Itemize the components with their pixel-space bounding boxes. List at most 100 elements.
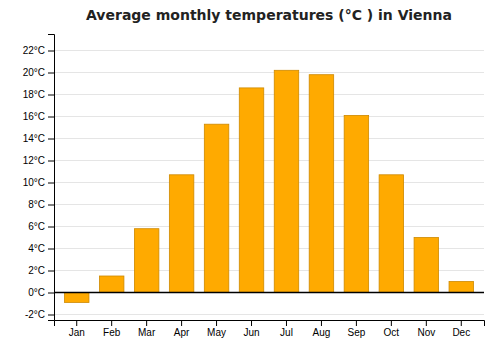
- x-tick: Nov: [417, 320, 435, 338]
- y-tick-label: 12°C: [23, 155, 45, 166]
- x-tick: Feb: [103, 320, 121, 338]
- bar: [99, 276, 123, 293]
- baseline: [54, 292, 484, 294]
- x-tick-mark: [76, 320, 77, 326]
- grid-line: [54, 50, 484, 51]
- x-tick-label: Jun: [243, 327, 259, 338]
- y-tick-mark: [48, 117, 54, 118]
- x-tick-label: Oct: [384, 327, 400, 338]
- grid-line: [54, 292, 484, 293]
- x-axis: Jan Feb Mar Apr May Jun Jul Aug Sep Oct Nov Dec: [55, 320, 485, 338]
- y-tick: 14°C: [23, 133, 54, 144]
- y-tick-label: 2°C: [28, 265, 45, 276]
- x-tick-label: Jan: [69, 327, 85, 338]
- x-tick: Aug: [313, 320, 331, 338]
- grid-line: [54, 182, 484, 183]
- x-tick-mark: [146, 320, 147, 326]
- y-tick: 4°C: [28, 243, 54, 254]
- y-tick-mark: [48, 183, 54, 184]
- y-tick-mark: [48, 161, 54, 162]
- bar: [274, 70, 298, 292]
- x-tick-label: Aug: [313, 327, 331, 338]
- y-tick-mark: [48, 139, 54, 140]
- x-tick-mark: [251, 320, 252, 326]
- x-tick: Jul: [280, 320, 293, 338]
- bar: [169, 175, 193, 293]
- y-tick: 0°C: [28, 287, 54, 298]
- y-tick-mark: [48, 249, 54, 250]
- x-tick-mark: [181, 320, 182, 326]
- x-tick-mark: [426, 320, 427, 326]
- bar: [204, 124, 228, 292]
- y-tick-label: 10°C: [23, 177, 45, 188]
- y-tick-mark: [48, 293, 54, 294]
- grid-line: [54, 226, 484, 227]
- y-tick-label: 22°C: [23, 45, 45, 56]
- y-tick: 16°C: [23, 111, 54, 122]
- x-tick-label: May: [207, 327, 226, 338]
- bar: [239, 88, 263, 293]
- y-tick-mark: [48, 227, 54, 228]
- y-tick-label: 6°C: [28, 221, 45, 232]
- y-tick: 20°C: [23, 67, 54, 78]
- grid-line: [54, 116, 484, 117]
- title: Average monthly temperatures (°C ) in Vi…: [86, 7, 452, 23]
- grid-line: [54, 204, 484, 205]
- x-tick: Apr: [174, 320, 190, 338]
- x-tick-label: Sep: [347, 327, 365, 338]
- y-tick-mark: [48, 95, 54, 96]
- x-tick: Jan: [69, 320, 85, 338]
- x-tick: Jun: [243, 320, 259, 338]
- y-tick-mark: [48, 315, 54, 316]
- grid-line: [54, 160, 484, 161]
- y-tick-label: 14°C: [23, 133, 45, 144]
- y-tick-mark: [48, 73, 54, 74]
- x-tick: Oct: [384, 320, 400, 338]
- x-tick: Mar: [138, 320, 156, 338]
- y-tick-mark: [48, 51, 54, 52]
- y-tick: 8°C: [28, 199, 54, 210]
- x-tick: May: [207, 320, 226, 338]
- y-tick: -2°C: [25, 309, 54, 320]
- x-axis-line: [55, 321, 485, 327]
- bar: [309, 75, 333, 293]
- x-tick-label: Jul: [280, 327, 293, 338]
- bar: [134, 229, 158, 293]
- y-tick-mark: [48, 205, 54, 206]
- y-tick: 6°C: [28, 221, 54, 232]
- bar: [379, 175, 403, 293]
- y-tick-label: 20°C: [23, 67, 45, 78]
- y-tick-label: 16°C: [23, 111, 45, 122]
- x-tick-mark: [286, 320, 287, 326]
- bar: [344, 115, 368, 292]
- chart-container: -2°C 0°C 2°C 4°C 6°C 8°C 10°C 12°C 14°C 16°C 18°C 2…: [0, 0, 500, 350]
- bar: [64, 293, 88, 303]
- x-tick-label: Apr: [174, 327, 190, 338]
- x-tick-label: Feb: [103, 327, 121, 338]
- y-tick-label: 0°C: [28, 287, 45, 298]
- y-tick: 12°C: [23, 155, 54, 166]
- x-tick-label: Nov: [417, 327, 435, 338]
- y-tick-mark: [48, 271, 54, 272]
- x-tick-mark: [216, 320, 217, 326]
- x-tick: Dec: [452, 320, 470, 338]
- x-tick-label: Mar: [138, 327, 156, 338]
- x-tick-label: Dec: [452, 327, 470, 338]
- y-tick: 22°C: [23, 45, 54, 56]
- grid: [54, 51, 484, 315]
- x-tick-mark: [356, 320, 357, 326]
- x-tick-mark: [111, 320, 112, 326]
- y-axis: -2°C 0°C 2°C 4°C 6°C 8°C 10°C 12°C 14°C 16°C 18°C 2…: [23, 35, 55, 321]
- y-tick: 10°C: [23, 177, 54, 188]
- grid-line: [54, 94, 484, 95]
- grid-line: [54, 138, 484, 139]
- bars: [64, 70, 473, 302]
- y-tick: 2°C: [28, 265, 54, 276]
- bar: [449, 282, 473, 293]
- x-tick: Sep: [347, 320, 365, 338]
- y-tick: 18°C: [23, 89, 54, 100]
- bar: [414, 238, 438, 293]
- y-tick-label: -2°C: [25, 309, 45, 320]
- x-tick-mark: [321, 320, 322, 326]
- y-axis-line: [48, 35, 55, 321]
